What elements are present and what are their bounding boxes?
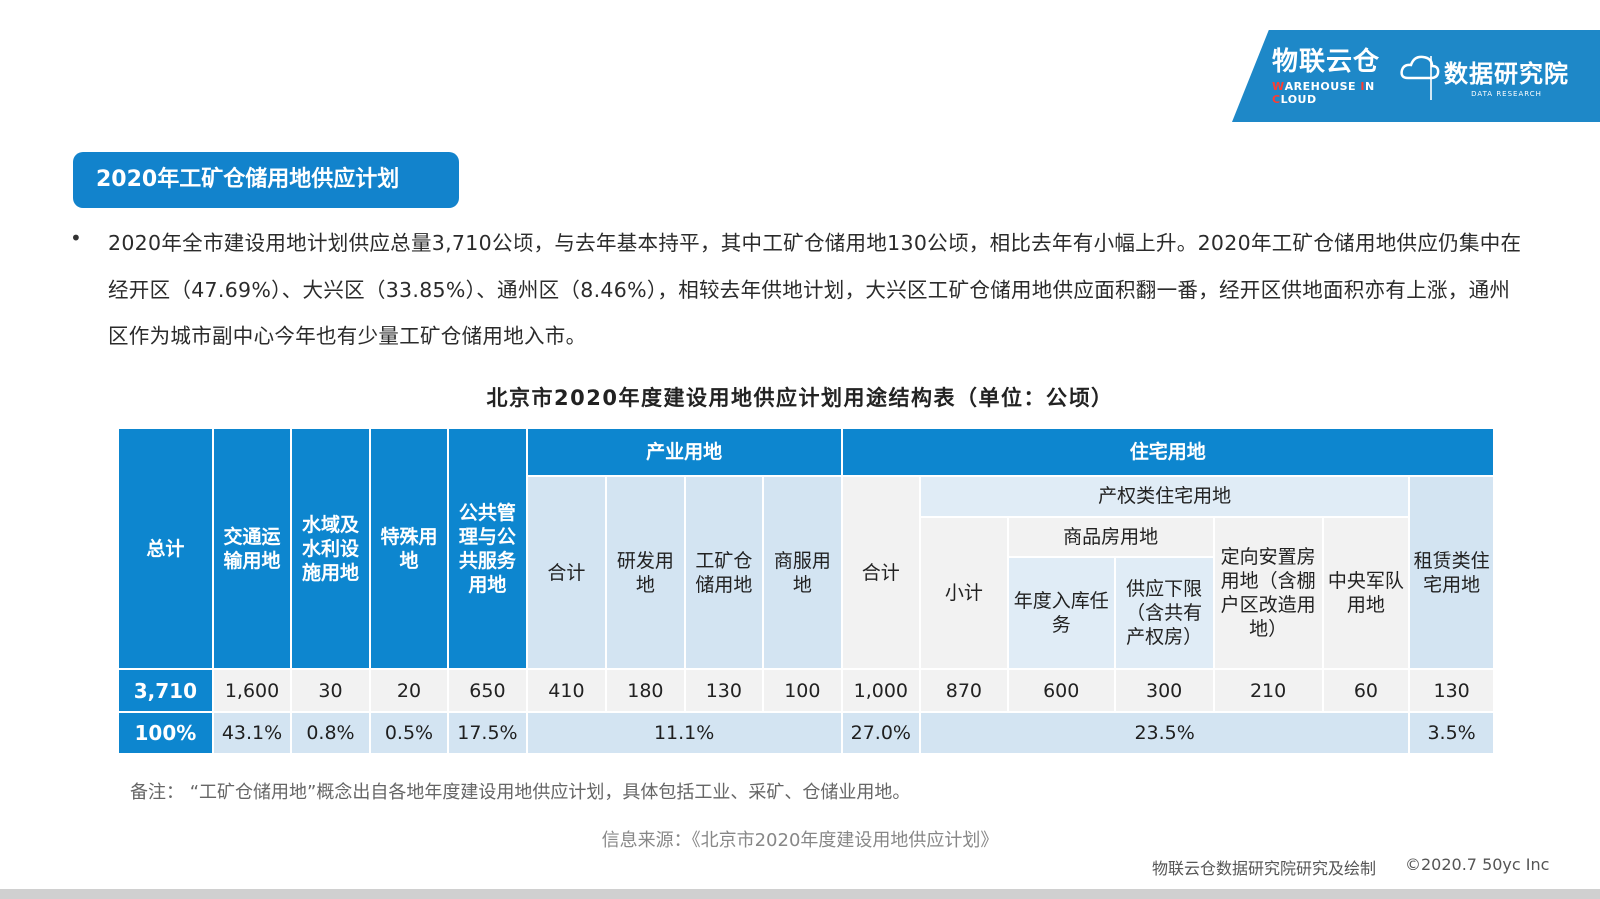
header-subtotal: 小计 [919,515,1009,671]
header-rnd: 研发用地 [605,475,686,671]
logo-brand: 物联云仓 WAREHOUSE IN CLOUD [1272,46,1440,106]
value-annual: 600 [1006,668,1116,713]
header-mining: 工矿仓储用地 [683,475,765,671]
percent-industry: 11.1% [525,710,843,756]
percent-water: 0.8% [290,710,371,756]
credit-line: 物联云仓数据研究院研究及绘制 [1152,859,1377,878]
logo-research-cn: 数据研究院 [1444,60,1569,88]
header-lower-limit: 供应下限（含共有产权房） [1113,555,1215,671]
table-title: 北京市2020年度建设用地供应计划用途结构表（单位：公顷） [486,386,1114,410]
header-water: 水域及水利设施用地 [290,426,371,671]
value-rental: 130 [1408,668,1495,713]
header-rental: 租赁类住宅用地 [1408,475,1495,671]
header-res-sum: 合计 [840,475,922,671]
percent-property: 23.5% [919,710,1411,756]
cloud-icon [1400,55,1440,80]
header-special: 特殊用地 [368,426,450,671]
percent-special: 0.5% [368,710,450,756]
value-water: 30 [290,668,371,713]
value-public: 650 [447,668,528,713]
value-lower-limit: 300 [1113,668,1215,713]
logo-brand-en: WAREHOUSE IN CLOUD [1272,80,1375,106]
logo-research: 数据研究院 DATA RESEARCH [1444,60,1569,98]
value-commercial: 100 [762,668,843,713]
copyright-line: ©2020.7 50yc Inc [1405,855,1550,874]
percent-traffic: 43.1% [211,710,293,756]
header-resettlement: 定向安置房用地（含棚户区改造用地） [1212,515,1324,671]
brand-logo: 物联云仓 WAREHOUSE IN CLOUD 数据研究院 DATA RESEA… [1232,30,1600,122]
value-rnd: 180 [605,668,686,713]
value-industry-sum: 410 [525,668,608,713]
header-public: 公共管理与公共服务用地 [447,426,528,671]
supply-table: 总计 交通运输用地 水域及水利设施用地 特殊用地 公共管理与公共服务用地 产业用… [117,426,1496,756]
value-subtotal: 870 [919,668,1009,713]
header-commercial: 商服用地 [762,475,843,671]
header-industry: 产业用地 [525,426,843,478]
summary-paragraph: 2020年全市建设用地计划供应总量3,710公顷，与去年基本持平，其中工矿仓储用… [108,231,1522,348]
logo-research-en: DATA RESEARCH [1471,90,1542,98]
value-military: 60 [1321,668,1411,713]
header-total: 总计 [117,426,214,671]
header-annual: 年度入库任务 [1006,555,1116,671]
bullet-dot: • [70,226,82,250]
header-military: 中央军队用地 [1321,515,1411,671]
header-residential: 住宅用地 [840,426,1496,478]
header-industry-sum: 合计 [525,475,608,671]
percent-res-sum: 27.0% [840,710,922,756]
value-total: 3,710 [117,668,214,713]
source-line: 信息来源：《北京市2020年度建设用地供应计划》 [601,830,999,851]
bottom-bar [0,889,1600,899]
header-traffic: 交通运输用地 [211,426,293,671]
percent-public: 17.5% [447,710,528,756]
footnote: 备注： “工矿仓储用地”概念出自各地年度建设用地供应计划，具体包括工业、采矿、仓… [130,782,911,803]
value-res-sum: 1,000 [840,668,922,713]
percent-rental: 3.5% [1408,710,1495,756]
header-property: 产权类住宅用地 [919,475,1411,518]
logo-brand-cn: 物联云仓 [1272,47,1381,77]
section-title: 2020年工矿仓储用地供应计划 [73,152,459,208]
percent-total: 100% [117,710,214,756]
value-traffic: 1,600 [211,668,293,713]
value-special: 20 [368,668,450,713]
logo-divider [1430,56,1432,100]
header-commodity: 商品房用地 [1006,515,1215,558]
value-mining: 130 [683,668,765,713]
value-resettlement: 210 [1212,668,1324,713]
